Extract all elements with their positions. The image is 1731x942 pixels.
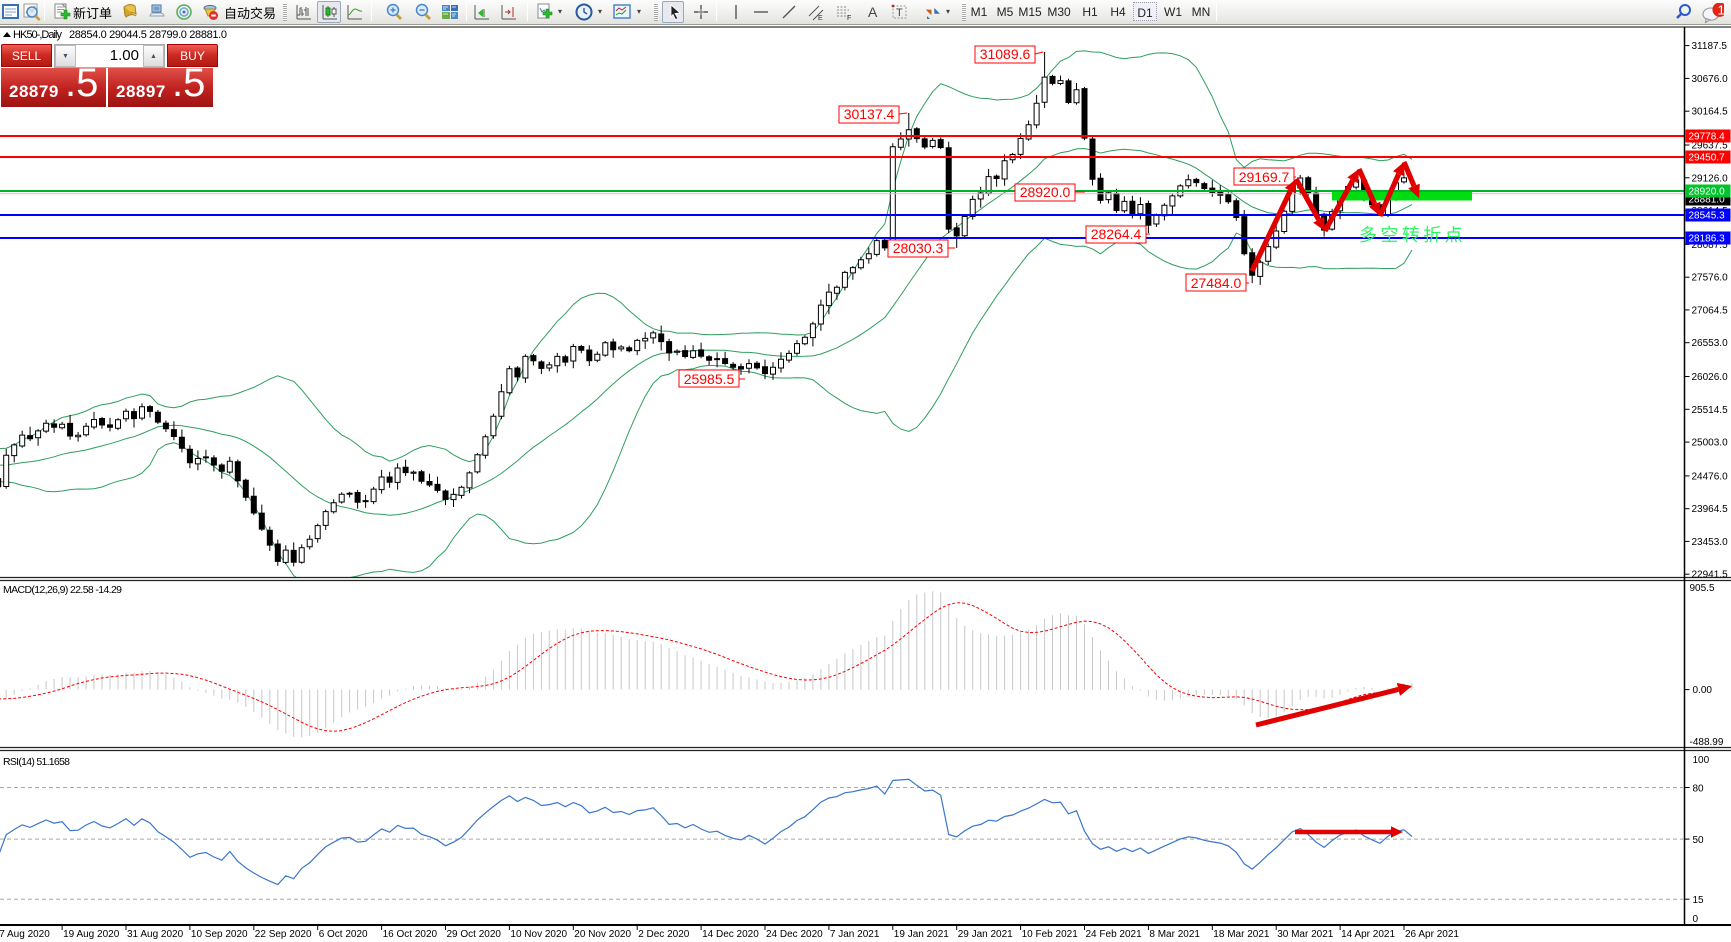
svg-text:30164.5: 30164.5 [1692,107,1729,118]
svg-text:29 Jan 2021: 29 Jan 2021 [958,929,1013,940]
svg-text:15: 15 [1693,895,1705,906]
svg-text:24 Dec 2020: 24 Dec 2020 [766,929,823,940]
svg-text:50: 50 [1693,835,1705,846]
svg-text:14 Apr 2021: 14 Apr 2021 [1341,929,1395,940]
svg-text:29450.7: 29450.7 [1689,153,1726,164]
svg-text:28881.0: 28881.0 [1689,195,1726,206]
svg-text:19 Aug 2020: 19 Aug 2020 [63,929,120,940]
svg-text:28920.0: 28920.0 [1689,187,1726,198]
svg-text:25003.0: 25003.0 [1692,438,1729,449]
svg-text:27064.5: 27064.5 [1692,305,1729,316]
svg-text:80: 80 [1693,784,1705,795]
svg-text:RSI(14) 51.1658: RSI(14) 51.1658 [3,756,70,768]
svg-text:T: T [896,7,903,19]
svg-text:31187.5: 31187.5 [1692,41,1728,52]
svg-text:19 Jan 2021: 19 Jan 2021 [894,929,949,940]
svg-text:28545.3: 28545.3 [1689,211,1726,222]
svg-text:25985.5: 25985.5 [684,371,735,387]
svg-text:905.5: 905.5 [1690,583,1715,594]
svg-text:29126.0: 29126.0 [1692,173,1729,184]
svg-text:29778.4: 29778.4 [1689,132,1726,143]
svg-text:28264.4: 28264.4 [1091,226,1142,242]
svg-text:HK50-,Daily: HK50-,Daily [13,29,63,41]
svg-text:1: 1 [1717,3,1724,18]
svg-text:31 Aug 2020: 31 Aug 2020 [127,929,184,940]
svg-text:7 Jan 2021: 7 Jan 2021 [830,929,880,940]
svg-text:10 Sep 2020: 10 Sep 2020 [191,929,248,940]
svg-text:26553.0: 26553.0 [1692,338,1729,349]
svg-text:16 Oct 2020: 16 Oct 2020 [383,929,438,940]
svg-text:14 Dec 2020: 14 Dec 2020 [702,929,759,940]
svg-text:10 Nov 2020: 10 Nov 2020 [510,929,567,940]
svg-text:28920.0: 28920.0 [1020,184,1071,200]
svg-text:29 Oct 2020: 29 Oct 2020 [447,929,502,940]
svg-text:A: A [868,4,878,20]
svg-text:23964.5: 23964.5 [1692,504,1729,515]
svg-text:2 Dec 2020: 2 Dec 2020 [638,929,690,940]
svg-text:28854.0 29044.5 28799.0 28881.: 28854.0 29044.5 28799.0 28881.0 [69,29,227,41]
svg-text:24 Feb 2021: 24 Feb 2021 [1086,929,1143,940]
svg-text:E: E [818,15,823,21]
svg-text:23453.0: 23453.0 [1692,537,1729,548]
svg-text:30676.0: 30676.0 [1692,74,1729,85]
svg-text:31089.6: 31089.6 [980,46,1031,62]
svg-text:28087.5: 28087.5 [1692,240,1729,251]
svg-text:26026.0: 26026.0 [1692,372,1729,383]
svg-text:24476.0: 24476.0 [1692,471,1729,482]
svg-text:MACD(12,26,9) 22.58 -14.29: MACD(12,26,9) 22.58 -14.29 [3,584,122,596]
svg-text:-488.99: -488.99 [1690,737,1724,748]
svg-text:29637.5: 29637.5 [1692,141,1729,152]
svg-text:30137.4: 30137.4 [844,106,895,122]
svg-text:29169.7: 29169.7 [1239,169,1290,185]
svg-text:F: F [847,15,851,21]
svg-text:8 Mar 2021: 8 Mar 2021 [1149,929,1200,940]
svg-text:22 Sep 2020: 22 Sep 2020 [255,929,312,940]
svg-text:27484.0: 27484.0 [1191,275,1242,291]
svg-text:26 Apr 2021: 26 Apr 2021 [1405,929,1459,940]
svg-text:30 Mar 2021: 30 Mar 2021 [1277,929,1334,940]
svg-text:6 Oct 2020: 6 Oct 2020 [319,929,368,940]
svg-text:28186.3: 28186.3 [1689,234,1726,245]
svg-text:22941.5: 22941.5 [1692,570,1729,581]
svg-text:0: 0 [1693,914,1699,925]
svg-text:7 Aug 2020: 7 Aug 2020 [0,929,50,940]
svg-text:0.00: 0.00 [1693,685,1713,696]
svg-text:20 Nov 2020: 20 Nov 2020 [574,929,631,940]
svg-text:27576.0: 27576.0 [1692,273,1729,284]
svg-text:100: 100 [1693,755,1710,766]
svg-text:25514.5: 25514.5 [1692,405,1729,416]
svg-text:10 Feb 2021: 10 Feb 2021 [1022,929,1079,940]
svg-text:28030.3: 28030.3 [893,240,944,256]
svg-text:18 Mar 2021: 18 Mar 2021 [1213,929,1270,940]
